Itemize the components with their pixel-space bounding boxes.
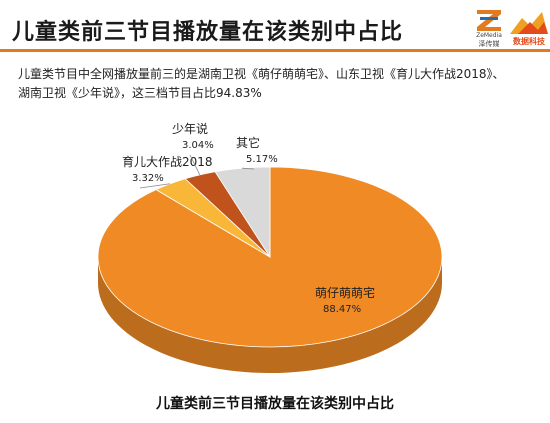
description: 儿童类节目中全网播放量前三的是湖南卫视《萌仔萌萌宅》、山东卫视《育儿大作战201… [18,65,538,103]
title-bar: 儿童类前三节目播放量在该类别中占比 ZeMedia 泽传媒 数据科技 [0,0,550,55]
chart-caption: 儿童类前三节目播放量在该类别中占比 [156,396,394,412]
zemedia-logo-cn: 泽传媒 [478,40,500,48]
slice-label-yuer: 育儿大作战2018 [122,154,213,169]
slice-label-shaonian: 少年说 [172,121,208,136]
slice-label-other: 其它 [236,135,260,150]
description-line-2: 湖南卫视《少年说》，这三档节目占比94.83% [18,86,262,100]
data-tech-logo: 数据科技 [508,8,550,48]
description-line-1: 儿童类节目中全网播放量前三的是湖南卫视《萌仔萌萌宅》、山东卫视《育儿大作战201… [18,67,505,81]
slice-value-other: 5.17% [246,154,278,165]
zemedia-z-icon [477,10,501,31]
page-title: 儿童类前三节目播放量在该类别中占比 [12,20,404,45]
pie-slice-side-main [98,257,442,373]
leader-line-other [242,167,255,170]
zemedia-logo: ZeMedia 泽传媒 [470,8,508,48]
leader-line-yuer [139,183,171,189]
data-tech-logo-icon [510,12,548,34]
leader-line-shaonian [189,154,201,176]
data-tech-logo-text: 数据科技 [513,37,545,46]
title-divider [0,49,550,52]
slice-value-shaonian: 3.04% [182,140,214,151]
slice-value-yuer: 3.32% [132,173,164,184]
slice-label-main: 萌仔萌萌宅 [315,285,375,300]
zemedia-logo-text: ZeMedia [476,32,502,39]
slice-value-main: 88.47% [323,304,361,315]
